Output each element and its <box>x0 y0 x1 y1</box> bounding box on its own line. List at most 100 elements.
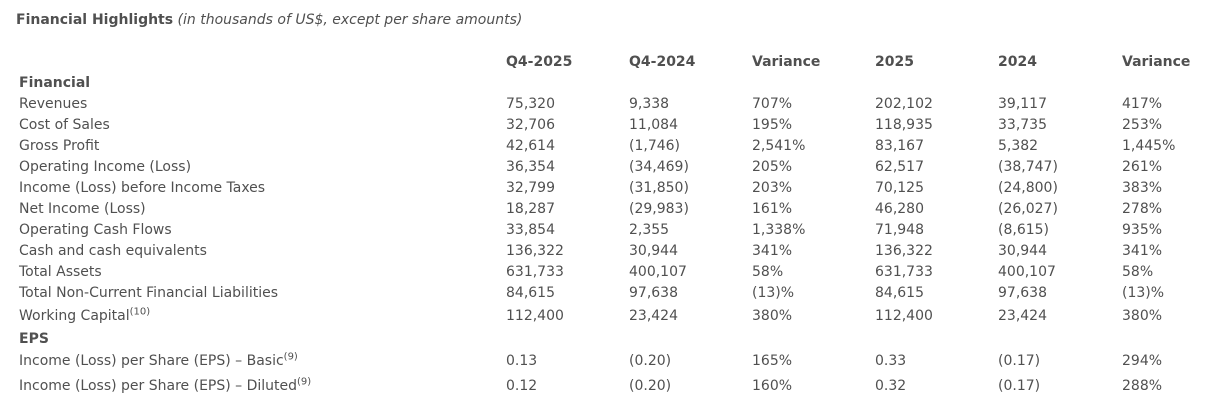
column-header: Q4-2024 <box>629 54 696 70</box>
table-cell: 341% <box>1122 243 1163 259</box>
table-cell: 32,706 <box>506 117 555 133</box>
table-cell: 11,084 <box>629 117 678 133</box>
table-cell: (26,027) <box>998 201 1058 217</box>
table-cell: 0.13 <box>506 353 538 369</box>
table-cell: 70,125 <box>875 180 924 196</box>
title-subtitle: (in thousands of US$, except per share a… <box>177 12 523 28</box>
table-cell: 136,322 <box>875 243 933 259</box>
table-cell: 112,400 <box>875 308 933 324</box>
row-label: Cost of Sales <box>19 117 110 133</box>
table-cell: 261% <box>1122 159 1163 175</box>
row-label: Operating Cash Flows <box>19 222 172 238</box>
table-cell: 380% <box>752 308 793 324</box>
table-cell: 195% <box>752 117 793 133</box>
table-cell: 2,541% <box>752 138 806 154</box>
table-cell: 161% <box>752 201 793 217</box>
table-cell: 935% <box>1122 222 1163 238</box>
table-cell: 9,338 <box>629 96 670 112</box>
table-cell: 631,733 <box>875 264 933 280</box>
table-cell: (0.20) <box>629 378 672 394</box>
table-cell: 341% <box>752 243 793 259</box>
table-cell: 160% <box>752 378 793 394</box>
table-cell: (29,983) <box>629 201 689 217</box>
table-cell: 380% <box>1122 308 1163 324</box>
table-cell: 631,733 <box>506 264 564 280</box>
table-cell: 39,117 <box>998 96 1047 112</box>
row-label: Gross Profit <box>19 138 100 154</box>
row-label: Income (Loss) per Share (EPS) – Basic(9) <box>19 351 298 369</box>
table-cell: (13)% <box>1122 285 1165 301</box>
row-label: Net Income (Loss) <box>19 201 146 217</box>
table-cell: 253% <box>1122 117 1163 133</box>
table-cell: 112,400 <box>506 308 564 324</box>
table-cell: 42,614 <box>506 138 555 154</box>
row-label: Total Assets <box>19 264 102 280</box>
table-cell: (13)% <box>752 285 795 301</box>
table-cell: 202,102 <box>875 96 933 112</box>
table-cell: 1,338% <box>752 222 806 238</box>
row-label: Total Non-Current Financial Liabilities <box>19 285 279 301</box>
footnote-ref: (10) <box>129 306 151 318</box>
footnote-ref: (9) <box>297 376 312 388</box>
table-cell: 71,948 <box>875 222 924 238</box>
row-label: Income (Loss) per Share (EPS) – Diluted(… <box>19 376 312 394</box>
table-cell: 62,517 <box>875 159 924 175</box>
table-cell: 23,424 <box>998 308 1047 324</box>
section-header: EPS <box>19 331 49 347</box>
row-label: Income (Loss) before Income Taxes <box>19 180 266 196</box>
row-label: Revenues <box>19 96 88 112</box>
table-cell: (8,615) <box>998 222 1050 238</box>
column-header: 2025 <box>875 54 914 70</box>
table-cell: 400,107 <box>998 264 1056 280</box>
section-header: Financial <box>19 75 91 91</box>
column-header: Variance <box>752 54 821 70</box>
table-cell: 118,935 <box>875 117 933 133</box>
column-header: 2024 <box>998 54 1037 70</box>
table-cell: 30,944 <box>998 243 1047 259</box>
table-cell: 383% <box>1122 180 1163 196</box>
row-label: Working Capital(10) <box>19 306 151 324</box>
table-cell: 84,615 <box>506 285 555 301</box>
table-cell: 1,445% <box>1122 138 1176 154</box>
table-cell: 33,735 <box>998 117 1047 133</box>
table-cell: (0.17) <box>998 378 1041 394</box>
page-title: Financial Highlights (in thousands of US… <box>16 12 522 28</box>
table-cell: 294% <box>1122 353 1163 369</box>
table-cell: 417% <box>1122 96 1163 112</box>
table-cell: (1,746) <box>629 138 681 154</box>
table-cell: 23,424 <box>629 308 678 324</box>
row-label: Operating Income (Loss) <box>19 159 192 175</box>
table-cell: 97,638 <box>629 285 678 301</box>
table-cell: 83,167 <box>875 138 924 154</box>
column-header: Q4-2025 <box>506 54 573 70</box>
table-cell: 165% <box>752 353 793 369</box>
table-cell: 36,354 <box>506 159 555 175</box>
table-cell: 2,355 <box>629 222 670 238</box>
table-cell: (0.20) <box>629 353 672 369</box>
table-cell: 278% <box>1122 201 1163 217</box>
table-cell: 75,320 <box>506 96 555 112</box>
table-cell: 58% <box>1122 264 1154 280</box>
table-cell: 30,944 <box>629 243 678 259</box>
table-cell: 707% <box>752 96 793 112</box>
table-cell: 46,280 <box>875 201 924 217</box>
table-cell: 136,322 <box>506 243 564 259</box>
table-cell: 32,799 <box>506 180 555 196</box>
table-cell: 0.12 <box>506 378 538 394</box>
row-label: Cash and cash equivalents <box>19 243 207 259</box>
table-cell: 18,287 <box>506 201 555 217</box>
table-cell: 5,382 <box>998 138 1039 154</box>
table-cell: (38,747) <box>998 159 1058 175</box>
table-cell: 288% <box>1122 378 1163 394</box>
table-cell: (24,800) <box>998 180 1058 196</box>
footnote-ref: (9) <box>283 351 298 363</box>
table-cell: 203% <box>752 180 793 196</box>
table-cell: 205% <box>752 159 793 175</box>
table-cell: (34,469) <box>629 159 689 175</box>
table-cell: 97,638 <box>998 285 1047 301</box>
table-cell: (0.17) <box>998 353 1041 369</box>
column-header: Variance <box>1122 54 1191 70</box>
table-cell: 33,854 <box>506 222 555 238</box>
table-cell: 0.33 <box>875 353 907 369</box>
table-cell: 84,615 <box>875 285 924 301</box>
